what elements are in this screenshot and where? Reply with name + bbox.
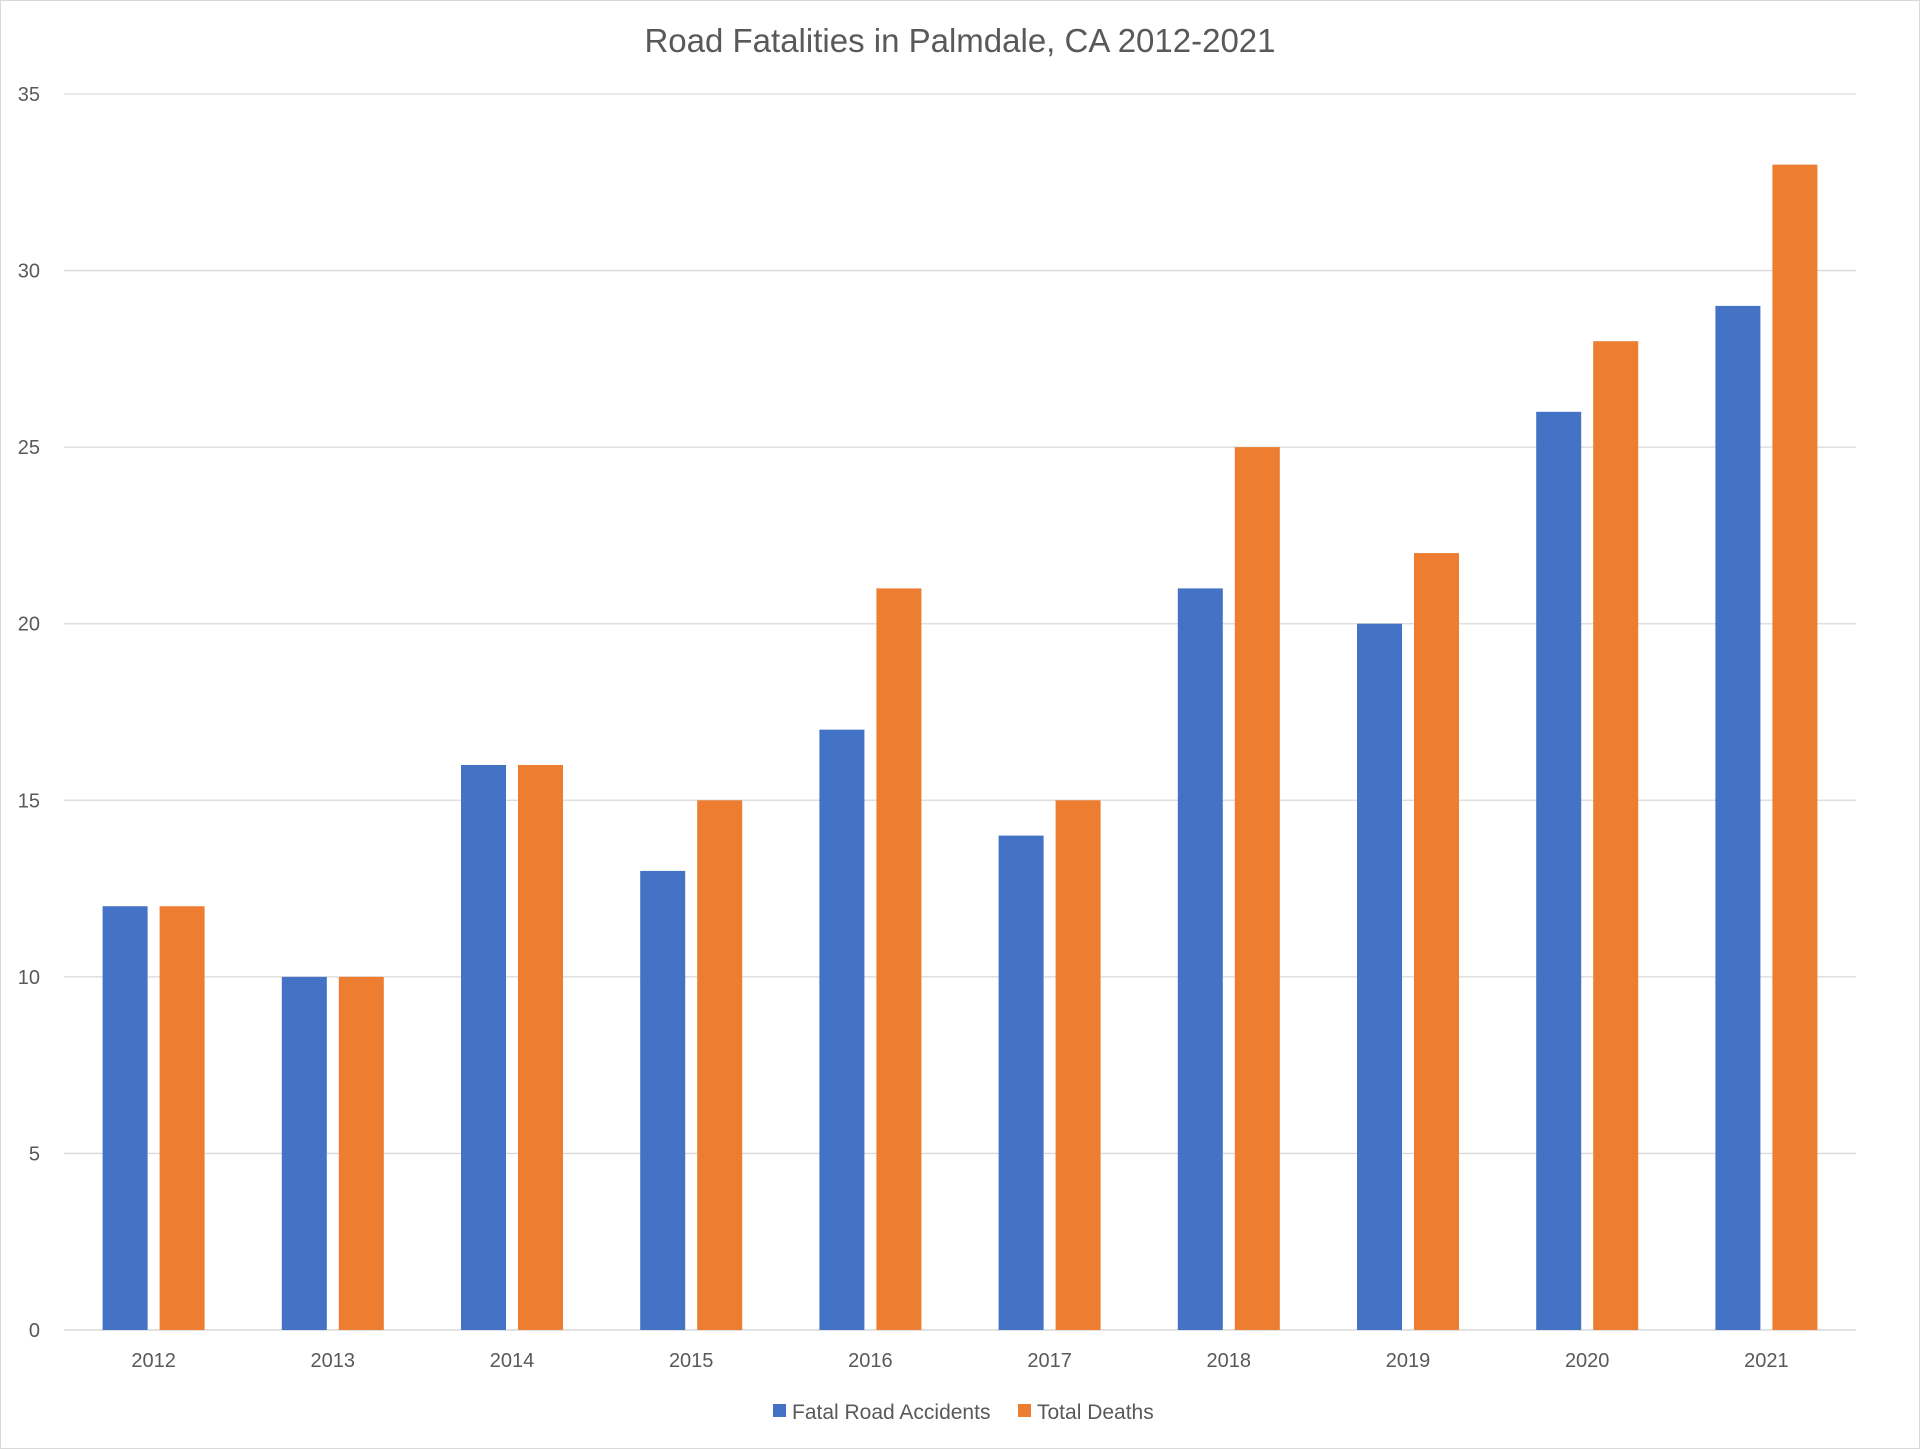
x-tick-label: 2013 — [311, 1350, 356, 1372]
bar-total-deaths-2014 — [518, 764, 563, 1330]
legend-swatch-total-deaths — [1018, 1404, 1031, 1417]
legend-swatch-fatal-road-accidents — [773, 1404, 786, 1417]
bar-total-deaths-2017 — [1055, 800, 1101, 1330]
bar-fatal-road-accidents-2021 — [1715, 305, 1761, 1330]
legend: Fatal Road Accidents Total Deaths — [773, 1401, 1154, 1424]
gridlines — [64, 93, 1856, 1331]
legend-label: Total Deaths — [1037, 1401, 1154, 1424]
x-tick-label: 2014 — [490, 1350, 535, 1372]
y-tick-label: 25 — [18, 437, 40, 459]
bar-total-deaths-2013 — [338, 976, 384, 1330]
bar-fatal-road-accidents-2017 — [998, 835, 1044, 1330]
bar-fatal-road-accidents-2018 — [1177, 588, 1223, 1330]
y-tick-label: 35 — [18, 84, 40, 106]
x-tick-label: 2017 — [1027, 1350, 1072, 1372]
x-axis-ticks: 2012 2013 2014 2015 2016 2017 2018 2019 2020 2021 — [131, 1350, 1788, 1372]
bar-total-deaths-2020 — [1593, 341, 1639, 1330]
bar-fatal-road-accidents-2020 — [1536, 411, 1582, 1330]
y-tick-label: 30 — [18, 261, 40, 283]
bar-total-deaths-2016 — [876, 588, 922, 1330]
y-tick-label: 15 — [18, 790, 40, 812]
bar-fatal-road-accidents-2013 — [281, 976, 327, 1330]
bar-fatal-road-accidents-2012 — [102, 906, 148, 1330]
bars — [102, 164, 1818, 1331]
y-tick-label: 0 — [29, 1320, 40, 1342]
bar-total-deaths-2018 — [1234, 447, 1280, 1331]
chart-title: Road Fatalities in Palmdale, CA 2012-202… — [644, 22, 1275, 59]
bar-total-deaths-2019 — [1414, 553, 1459, 1330]
bar-total-deaths-2015 — [697, 800, 743, 1330]
y-axis-ticks: 0 5 10 15 20 25 30 35 — [18, 84, 40, 1342]
bar-fatal-road-accidents-2016 — [819, 729, 865, 1330]
bar-fatal-road-accidents-2014 — [461, 764, 506, 1330]
bar-fatal-road-accidents-2019 — [1357, 623, 1402, 1330]
y-tick-label: 5 — [29, 1143, 40, 1165]
x-tick-label: 2019 — [1386, 1350, 1431, 1372]
bar-fatal-road-accidents-2015 — [640, 870, 686, 1330]
x-tick-label: 2018 — [1207, 1350, 1252, 1372]
bar-total-deaths-2021 — [1772, 164, 1818, 1331]
x-tick-label: 2015 — [669, 1350, 714, 1372]
x-tick-label: 2020 — [1565, 1350, 1610, 1372]
y-tick-label: 20 — [18, 614, 40, 636]
x-tick-label: 2016 — [848, 1350, 893, 1372]
legend-label: Fatal Road Accidents — [792, 1401, 990, 1424]
y-tick-label: 10 — [18, 967, 40, 989]
x-tick-label: 2012 — [131, 1350, 176, 1372]
x-tick-label: 2021 — [1744, 1350, 1789, 1372]
bar-total-deaths-2012 — [159, 906, 205, 1330]
